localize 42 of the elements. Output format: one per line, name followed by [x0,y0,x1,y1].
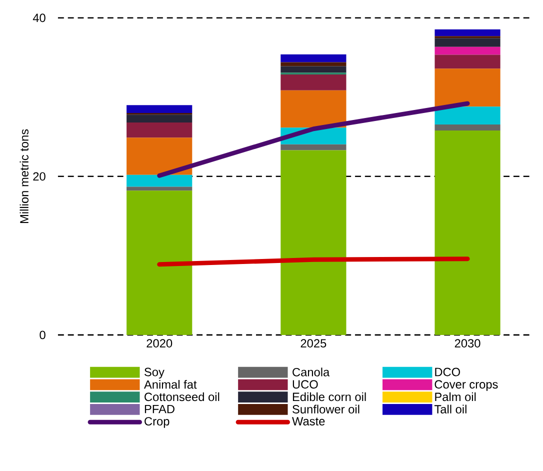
bar [434,38,500,47]
legend-label: DCO [435,368,460,376]
legend-label: Tall oil [434,404,466,414]
bar [434,106,500,124]
legend-label: PFAD [144,404,174,414]
bar [280,54,346,62]
bar [126,138,192,175]
x-tick-label: 2030 [454,339,480,348]
bar [280,150,346,335]
legend-label: Canola [292,368,330,376]
legend-label: Palm oil [435,392,476,402]
bar [126,190,192,335]
bar [434,124,500,130]
bar [280,144,346,150]
legend-label: Edible corn oil [292,392,366,402]
x-tick-label: 2025 [300,339,326,348]
bar [126,114,192,122]
bar [434,130,500,335]
legend-label: UCO [292,380,318,389]
bar [434,54,500,69]
bar [434,46,500,55]
bar [126,174,192,187]
y-tick-label: 40 [32,14,46,22]
bar [280,90,346,128]
bar [280,74,346,90]
bar [434,68,500,107]
legend-label: Crop [144,417,170,428]
y-tick-label: 20 [33,172,46,181]
bar [126,122,192,138]
bar [126,105,192,113]
x-tick-label: 2020 [146,339,172,348]
legend-label: Soy [144,368,164,379]
legend-label: Cover crops [434,380,498,391]
y-tick-label: 0 [40,330,46,340]
legend-label: Cottonseed oil [144,392,220,402]
bar [126,186,192,191]
y-axis-title: Million metric tons [20,129,28,223]
legend-label: Animal fat [144,380,197,389]
legend-label: Waste [292,417,325,426]
bar [434,29,500,36]
legend-label: Sunflower oil [292,404,360,414]
bar [280,66,346,73]
